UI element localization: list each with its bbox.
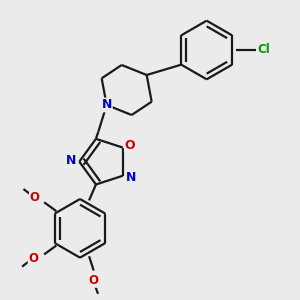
Text: Cl: Cl	[257, 44, 270, 56]
Text: O: O	[89, 274, 99, 287]
Text: O: O	[28, 252, 38, 265]
Text: N: N	[101, 98, 112, 112]
Text: O: O	[125, 139, 135, 152]
Text: N: N	[66, 154, 76, 167]
Text: O: O	[30, 191, 40, 204]
Text: N: N	[126, 171, 136, 184]
